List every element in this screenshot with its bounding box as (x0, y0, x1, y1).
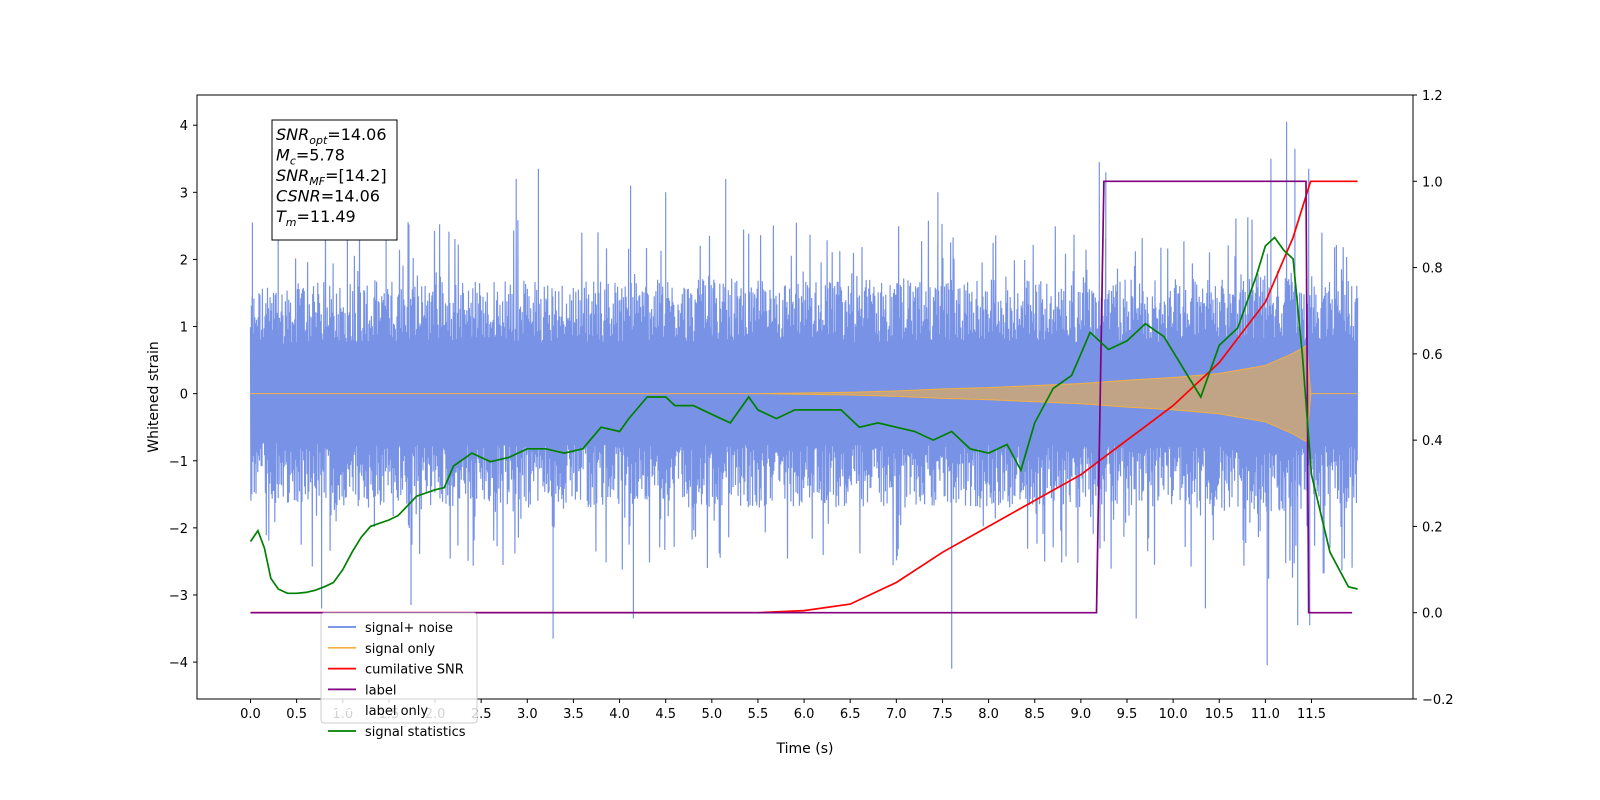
x-tick-label: 10.0 (1159, 707, 1188, 722)
plot-frame (196, 94, 1414, 700)
annotation-frame (271, 119, 398, 241)
x-tick-label: 3.0 (517, 707, 538, 722)
y-axis-label: Whitened strain (146, 341, 162, 452)
x-tick-label: 4.0 (609, 707, 630, 722)
legend-entry-label: signal only (365, 642, 435, 657)
y-tick-label: −3 (169, 589, 188, 604)
chart-marks (249, 121, 1359, 669)
legend: signal+ noise signal only cumilative SNR la… (320, 612, 478, 740)
chart-axes: 0.00.51.01.52.02.53.03.54.04.55.05.56.06… (169, 89, 1454, 722)
x-tick-label: 7.5 (932, 707, 953, 722)
stats-annotation-box: SNRopt=14.06Mc=5.78SNRMF=[14.2]CSNR=14.0… (271, 119, 398, 241)
y-right-tick-label: 0.2 (1422, 520, 1443, 535)
y-right-tick-label: 1.2 (1422, 89, 1443, 104)
x-tick-label: 0.5 (286, 707, 307, 722)
y-right-tick-label: 0.4 (1422, 434, 1443, 449)
legend-entry-label: label (365, 683, 396, 698)
y-tick-label: 0 (180, 388, 188, 403)
x-axis-label: Time (s) (776, 741, 834, 757)
y-right-tick-label: 0.0 (1422, 607, 1443, 622)
y-tick-label: 3 (180, 186, 188, 201)
y-tick-label: −1 (169, 455, 188, 470)
series-signal-plus-noise (249, 121, 1359, 669)
legend-entry-label: cumilative SNR (365, 663, 464, 678)
x-tick-label: 11.5 (1297, 707, 1326, 722)
x-tick-label: 9.5 (1117, 707, 1138, 722)
y-right-tick-label: −0.2 (1422, 693, 1454, 708)
legend-entry-label: signal+ noise (365, 621, 453, 636)
x-tick-label: 7.0 (886, 707, 907, 722)
x-tick-label: 0.0 (240, 707, 261, 722)
x-tick-label: 6.5 (840, 707, 861, 722)
y-right-tick-label: 1.0 (1422, 175, 1443, 190)
x-tick-label: 8.5 (1024, 707, 1045, 722)
x-tick-label: 4.5 (655, 707, 676, 722)
x-tick-label: 5.0 (701, 707, 722, 722)
legend-frame (320, 612, 478, 724)
y-tick-label: −4 (169, 656, 188, 671)
annotation-line: CSNR=14.06 (276, 187, 380, 206)
series-cumilative-snr (250, 180, 1358, 614)
y-tick-label: 1 (180, 321, 188, 336)
x-tick-label: 3.5 (563, 707, 584, 722)
y-tick-label: 2 (180, 253, 188, 268)
y-right-tick-label: 0.8 (1422, 262, 1443, 277)
y-right-tick-label: 0.6 (1422, 348, 1443, 363)
x-tick-label: 5.5 (748, 707, 769, 722)
x-tick-label: 6.0 (794, 707, 815, 722)
annotation-line: SNRMF=[14.2] (276, 166, 387, 188)
annotation-line: Mc=5.78 (276, 146, 345, 168)
x-tick-label: 11.0 (1251, 707, 1280, 722)
y-tick-label: −2 (169, 522, 188, 537)
series-signal-only (250, 345, 1358, 443)
annotation-line: Tm=11.49 (276, 207, 356, 229)
x-tick-label: 9.0 (1071, 707, 1092, 722)
series-signal-statistics (249, 236, 1358, 595)
x-tick-label: 10.5 (1205, 707, 1234, 722)
series-label (250, 180, 1353, 614)
x-tick-label: 8.0 (978, 707, 999, 722)
annotation-line: SNRopt=14.06 (276, 125, 387, 147)
legend-entry-label: label only (365, 704, 428, 719)
y-tick-label: 4 (180, 119, 188, 134)
legend-entry-label: signal statistics (365, 725, 466, 740)
